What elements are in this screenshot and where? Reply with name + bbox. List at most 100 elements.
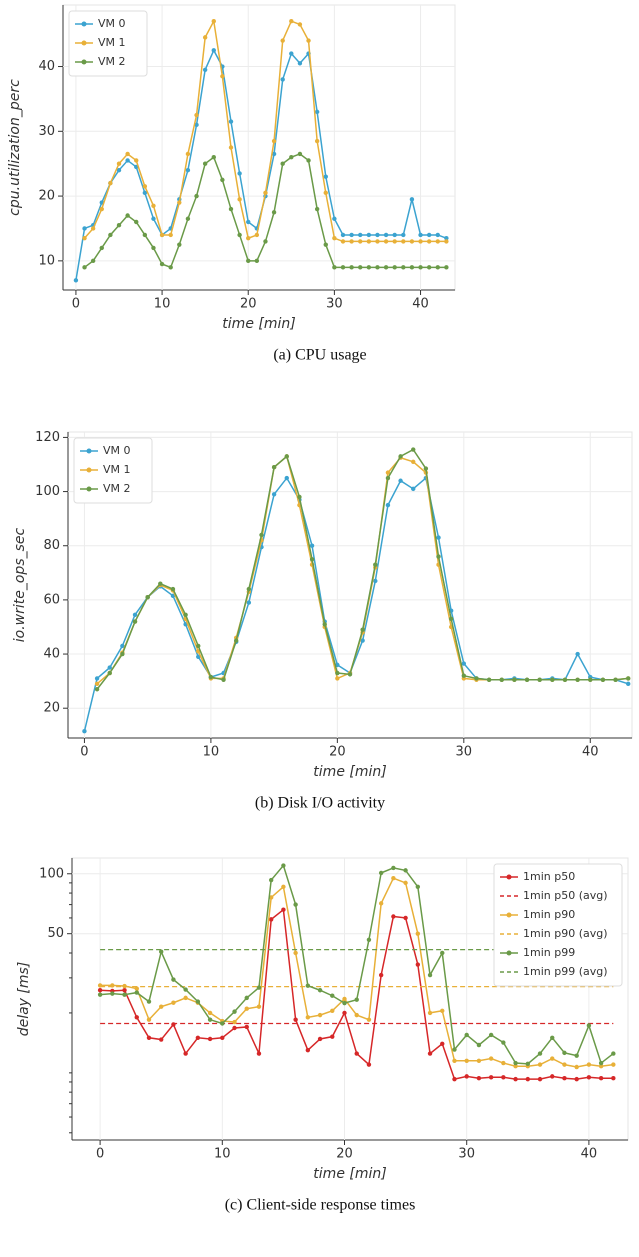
legend-label: 1min p90 — [523, 908, 575, 921]
data-point — [550, 1035, 555, 1040]
data-point — [244, 1024, 249, 1030]
data-point — [474, 676, 479, 681]
data-point — [427, 1051, 433, 1056]
data-point — [598, 1060, 604, 1066]
series-line — [75, 48, 447, 281]
data-point — [146, 1035, 152, 1040]
data-point — [426, 265, 432, 270]
data-point — [122, 988, 127, 993]
data-point — [525, 1061, 530, 1067]
data-point — [202, 161, 208, 166]
data-point — [158, 581, 163, 586]
data-point — [108, 232, 113, 238]
data-point — [305, 1015, 311, 1020]
data-point — [97, 992, 103, 997]
legend-label: VM 1 — [103, 463, 131, 476]
caption: (c) Client-side response times — [225, 1197, 416, 1214]
data-point — [317, 1036, 323, 1042]
data-point — [415, 931, 421, 936]
legend-label: 1min p99 (avg) — [523, 965, 608, 978]
data-point — [159, 1004, 164, 1009]
x-axis-label: time [min] — [222, 316, 295, 332]
data-point — [586, 1075, 592, 1080]
data-point — [391, 914, 396, 919]
data-point — [309, 543, 315, 548]
data-point — [293, 950, 298, 956]
data-point — [107, 670, 112, 676]
data-point — [537, 1062, 543, 1067]
data-point — [392, 265, 397, 270]
data-point — [256, 1051, 262, 1056]
y-tick-label: 20 — [38, 189, 55, 204]
data-point — [281, 907, 286, 912]
data-point — [107, 665, 112, 670]
data-point — [171, 977, 176, 982]
data-point — [574, 1064, 579, 1070]
data-point — [194, 193, 199, 199]
data-point — [358, 265, 363, 270]
data-point — [435, 232, 440, 238]
data-point — [185, 167, 191, 173]
data-point — [452, 1076, 457, 1082]
data-point — [415, 962, 421, 967]
data-point — [82, 729, 87, 734]
data-point — [373, 578, 378, 584]
data-point — [297, 61, 303, 66]
data-point — [281, 863, 286, 868]
data-point — [170, 586, 176, 592]
data-point — [403, 915, 408, 921]
data-point — [626, 676, 631, 681]
data-point — [271, 138, 277, 144]
data-point — [309, 557, 315, 562]
data-point — [228, 206, 234, 212]
legend-label: VM 1 — [98, 36, 126, 49]
data-point — [349, 265, 354, 270]
data-point — [183, 1051, 188, 1056]
series-line — [96, 455, 629, 685]
data-point — [575, 651, 580, 657]
data-point — [211, 155, 216, 160]
data-point — [340, 239, 346, 244]
data-point — [268, 895, 274, 900]
data-point — [120, 651, 125, 657]
data-point — [452, 1058, 457, 1063]
data-point — [448, 616, 454, 622]
data-point — [550, 1056, 555, 1061]
data-point — [116, 167, 122, 173]
data-point — [440, 1041, 445, 1046]
series-line — [84, 153, 447, 269]
data-point — [332, 265, 337, 270]
data-point — [411, 486, 416, 492]
x-tick-label: 40 — [412, 297, 429, 312]
data-point — [185, 151, 191, 157]
data-point — [476, 1058, 482, 1063]
legend-marker — [81, 21, 87, 27]
data-point — [444, 235, 449, 241]
data-point — [398, 478, 403, 483]
data-point — [306, 38, 311, 43]
data-point — [513, 1064, 518, 1069]
chart: 0 10 20 30 40 20 40 60 80 100 120 time [min] io.writ… — [12, 430, 633, 812]
data-point — [476, 1042, 482, 1048]
data-point — [207, 1010, 213, 1016]
data-point — [194, 112, 199, 118]
data-point — [375, 265, 380, 270]
data-point — [366, 1017, 372, 1022]
data-point — [464, 1058, 469, 1063]
data-point — [525, 1076, 530, 1082]
data-point — [415, 884, 421, 890]
data-point — [358, 239, 363, 244]
data-point — [289, 51, 294, 56]
data-point — [464, 1074, 469, 1079]
data-point — [271, 151, 277, 157]
data-point — [436, 554, 441, 559]
data-point — [159, 1037, 164, 1042]
legend-label: VM 0 — [98, 17, 126, 30]
data-point — [94, 681, 100, 687]
x-tick-label: 40 — [581, 1147, 598, 1162]
data-point — [220, 1021, 225, 1026]
data-point — [574, 1053, 579, 1058]
data-point — [409, 197, 415, 202]
data-point — [354, 997, 359, 1002]
data-point — [323, 242, 328, 247]
